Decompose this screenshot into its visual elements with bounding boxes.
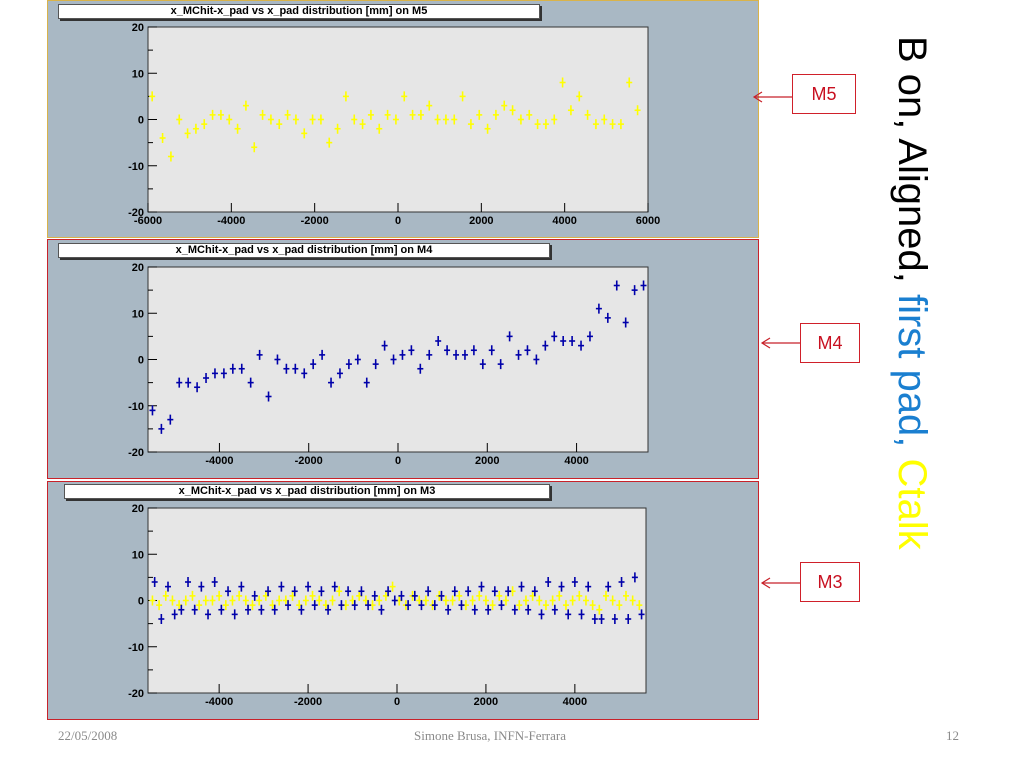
x-tick-label: -4000 — [217, 215, 245, 227]
footer-author: Simone Brusa, INFN-Ferrara — [414, 728, 566, 743]
y-tick-label: 10 — [132, 549, 144, 561]
series-points — [151, 572, 645, 624]
x-tick-label: 2000 — [475, 455, 499, 467]
x-tick-label: -6000 — [134, 215, 162, 227]
chart-title-m4: x_MChit-x_pad vs x_pad distribution [mm]… — [58, 243, 550, 258]
panel-m3: x_MChit-x_pad vs x_pad distribution [mm]… — [47, 481, 759, 720]
x-tick-label: 0 — [395, 215, 401, 227]
side-title: B on, Aligned, first pad, Ctalk — [890, 36, 934, 551]
x-tick-label: 2000 — [469, 215, 493, 227]
y-tick-label: 20 — [132, 503, 144, 515]
y-tick-label: -10 — [128, 161, 144, 173]
y-tick-label: -20 — [128, 688, 144, 700]
footer-page: 12 — [946, 728, 959, 743]
y-tick-label: 20 — [132, 22, 144, 34]
x-tick-label: 4000 — [563, 696, 587, 708]
x-tick-label: 4000 — [564, 455, 588, 467]
scatter-plot-m5: -20 -10 0 10 20 -6000 -4000 -2000 0 2000 4000 6000 — [128, 22, 660, 227]
callout-m4: M4 — [800, 323, 860, 363]
x-tick-label: 6000 — [636, 215, 660, 227]
svg-text:B on, Aligned, first pad, Ctal: B on, Aligned, first pad, Ctalk — [890, 36, 934, 551]
side-title-part1: B on, Aligned, — [890, 36, 934, 294]
y-tick-label: 20 — [132, 262, 144, 274]
y-tick-label: -20 — [128, 447, 144, 459]
y-tick-label: 0 — [138, 355, 144, 367]
side-title-part3: Ctalk — [890, 458, 934, 550]
panel-m5: x_MChit-x_pad vs x_pad distribution [mm]… — [47, 0, 759, 238]
series-points — [149, 280, 647, 434]
series-points — [149, 77, 641, 162]
x-tick-label: 4000 — [552, 215, 576, 227]
x-tick-label: -2000 — [301, 215, 329, 227]
y-tick-label: 0 — [138, 115, 144, 127]
callout-m5: M5 — [792, 74, 856, 114]
side-title-part2: first pad, — [890, 294, 934, 459]
x-tick-label: 0 — [394, 696, 400, 708]
y-tick-label: -10 — [128, 401, 144, 413]
footer-date: 22/05/2008 — [58, 728, 118, 743]
y-tick-label: -10 — [128, 642, 144, 654]
scatter-plot-m3: -20 -10 0 10 20 -4000 -2000 0 2000 4000 — [128, 503, 647, 708]
plot-area — [147, 266, 649, 453]
y-tick-label: 10 — [132, 68, 144, 80]
x-tick-label: 2000 — [474, 696, 498, 708]
y-tick-label: 0 — [138, 596, 144, 608]
chart-title-m5: x_MChit-x_pad vs x_pad distribution [mm]… — [58, 4, 540, 19]
x-tick-label: -4000 — [205, 455, 233, 467]
panel-m4: x_MChit-x_pad vs x_pad distribution [mm]… — [47, 239, 759, 479]
chart-title-m3: x_MChit-x_pad vs x_pad distribution [mm]… — [64, 484, 550, 499]
callout-m3: M3 — [800, 562, 860, 602]
y-tick-label: 10 — [132, 308, 144, 320]
x-tick-label: -4000 — [205, 696, 233, 708]
y-tick-label: -20 — [128, 207, 144, 219]
scatter-plot-m4: -20 -10 0 10 20 -4000 -2000 0 2000 4000 — [128, 262, 649, 467]
x-tick-label: -2000 — [295, 455, 323, 467]
x-tick-label: -2000 — [294, 696, 322, 708]
x-tick-label: 0 — [395, 455, 401, 467]
